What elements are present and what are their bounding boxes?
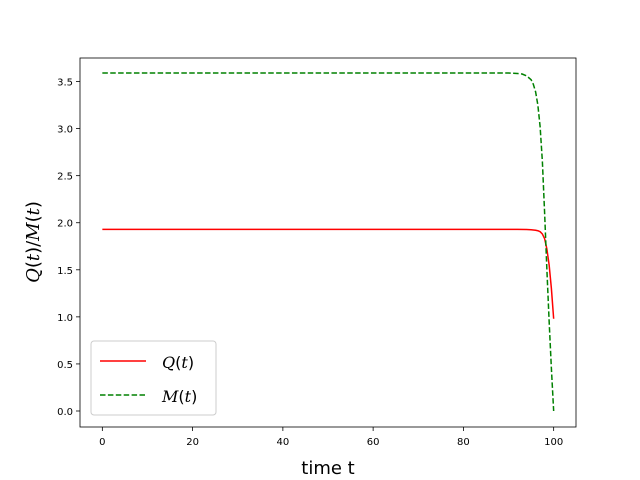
series-line-m — [102, 72, 555, 412]
y-axis-label: Q(t)/M(t) — [23, 201, 44, 283]
legend-q-label: Q(t) — [162, 353, 194, 372]
legend-box — [90, 340, 217, 416]
ticks: 0 20 40 60 80 100 0.0 0.5 1.0 1.5 2.0 2.5 3.0 3.5 — [57, 78, 563, 448]
y-tick-label: 0.0 — [57, 407, 73, 418]
x-tick-label: 80 — [457, 437, 470, 448]
legend: Q(t) M(t) — [90, 340, 217, 416]
y-tick-label: 0.5 — [57, 360, 73, 371]
x-tick-label: 0 — [99, 437, 105, 448]
y-tick-label: 3.0 — [57, 125, 73, 136]
x-tick-label: 40 — [277, 437, 290, 448]
x-tick-label: 100 — [544, 437, 563, 448]
y-tick-label: 1.5 — [57, 266, 73, 277]
x-tick-label: 60 — [367, 437, 380, 448]
x-tick-label: 20 — [186, 437, 199, 448]
x-axis-label: time t — [301, 458, 354, 479]
axes-frame — [79, 57, 577, 428]
y-tick-label: 2.5 — [57, 172, 73, 183]
y-tick-label: 2.0 — [57, 219, 73, 230]
legend-m-label: M(t) — [161, 387, 197, 406]
plot-lines — [102, 72, 555, 412]
y-tick-label: 1.0 — [57, 313, 73, 324]
y-tick-label: 3.5 — [57, 78, 73, 89]
